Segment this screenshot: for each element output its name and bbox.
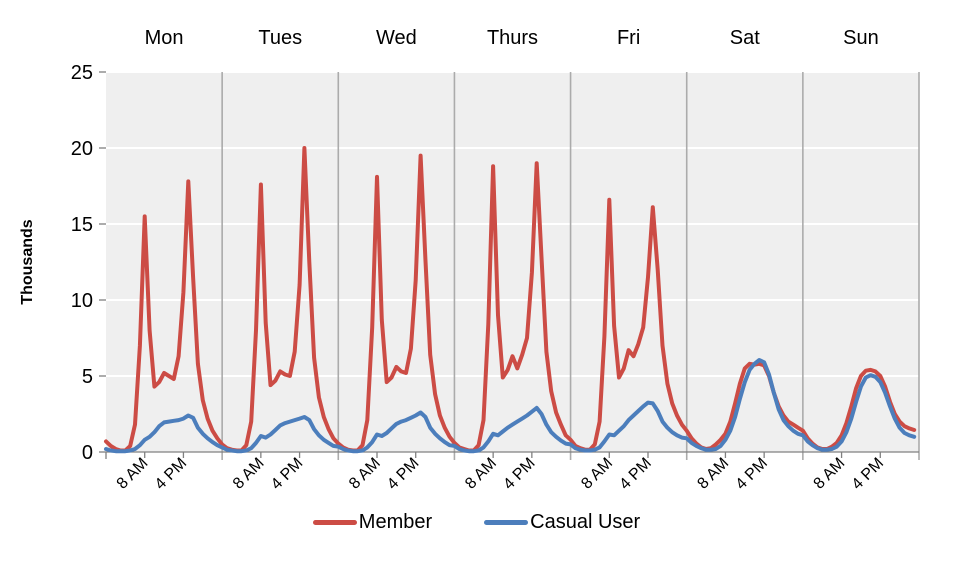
x-tick-label: 8 AM — [346, 455, 384, 493]
legend-item-member: Member — [312, 507, 433, 537]
y-tick-label: 20 — [71, 138, 93, 160]
y-tick-label: 25 — [71, 62, 93, 84]
x-tick-label: 4 PM — [616, 455, 654, 493]
day-label: Sat — [730, 27, 760, 49]
x-tick-label: 4 PM — [152, 455, 190, 493]
legend-item-casual-user: Casual User — [484, 507, 640, 537]
casual-user-line-swatch — [484, 519, 529, 525]
legend-label-member: Member — [358, 511, 433, 533]
x-tick-label: 8 AM — [694, 455, 732, 493]
day-label: Fri — [617, 27, 640, 49]
day-label: Sun — [843, 27, 879, 49]
x-tick-label: 4 PM — [733, 455, 771, 493]
member-line-swatch — [312, 519, 357, 525]
x-tick-label: 8 AM — [230, 455, 268, 493]
chart-legend: Member Casual User — [0, 507, 953, 537]
day-label: Tues — [258, 27, 302, 49]
y-tick-label: 5 — [82, 366, 93, 388]
x-tick-label: 4 PM — [268, 455, 306, 493]
y-axis-title: Thousands — [19, 219, 36, 304]
day-label: Wed — [376, 27, 417, 49]
x-tick-label: 8 AM — [811, 455, 849, 493]
y-tick-label: 0 — [82, 442, 93, 464]
x-tick-label: 4 PM — [500, 455, 538, 493]
x-tick-label: 8 AM — [578, 455, 616, 493]
x-tick-label: 4 PM — [384, 455, 422, 493]
y-tick-label: 15 — [71, 214, 93, 236]
day-label: Thurs — [487, 27, 538, 49]
casual-user-line — [104, 358, 917, 454]
x-tick-label: 8 AM — [462, 455, 500, 493]
plot-area — [106, 72, 919, 452]
y-tick-label: 10 — [71, 290, 93, 312]
x-tick-label: 8 AM — [114, 455, 152, 493]
day-label: Mon — [145, 27, 184, 49]
legend-label-casual-user: Casual User — [530, 511, 641, 533]
x-tick-label: 4 PM — [849, 455, 887, 493]
